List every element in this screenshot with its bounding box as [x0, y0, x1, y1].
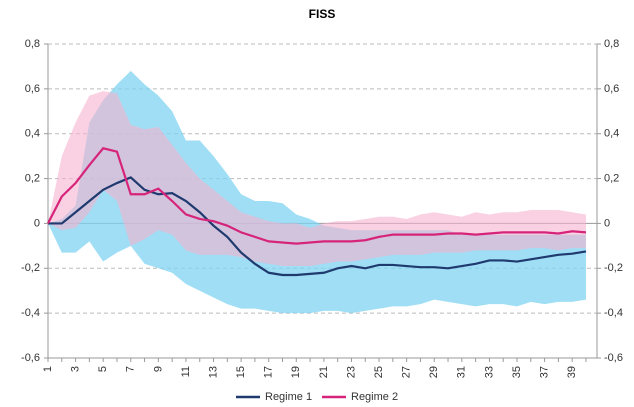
y-tick-label: 0,6	[25, 83, 40, 95]
y-tick-label: -0,4	[21, 307, 40, 319]
y2-tick-label: 0,2	[604, 172, 619, 184]
x-tick-label: 25	[373, 366, 385, 378]
x-tick-label: 19	[290, 366, 302, 378]
y-tick-label: 0	[34, 217, 40, 229]
y2-tick-label: 0,6	[604, 83, 619, 95]
legend-label: Regime 1	[265, 391, 312, 403]
series-line	[47, 147, 587, 245]
y-tick-label: 0,2	[25, 172, 40, 184]
x-tick-label: 27	[401, 366, 413, 378]
series-line	[48, 176, 587, 277]
x-tick-label: 33	[483, 366, 495, 378]
y2-tick-label: -0,4	[604, 307, 623, 319]
x-tick-label: 21	[318, 366, 330, 378]
x-tick-label: 11	[180, 366, 192, 377]
y2-tick-label: -0,2	[604, 262, 623, 274]
confidence-band	[48, 91, 586, 267]
x-tick-label: 15	[235, 366, 247, 378]
x-tick-label: 37	[538, 366, 550, 378]
x-tick-label: 1	[42, 366, 54, 372]
confidence-band	[48, 70, 586, 314]
x-tick-label: 13	[207, 366, 219, 378]
chart-title: FISS	[309, 7, 336, 21]
y2-tick-label: 0	[604, 217, 610, 229]
x-tick-label: 17	[263, 366, 275, 378]
legend-label: Regime 2	[351, 391, 398, 403]
x-tick-label: 31	[456, 366, 468, 378]
x-tick-label: 23	[345, 366, 357, 378]
y2-tick-label: -0,6	[604, 352, 623, 364]
y-tick-label: -0,6	[21, 352, 40, 364]
y2-tick-label: 0,4	[604, 128, 619, 140]
x-tick-label: 29	[428, 366, 440, 378]
x-tick-label: 3	[69, 366, 81, 372]
y2-tick-label: 0,8	[604, 38, 619, 50]
x-tick-label: 39	[566, 366, 578, 378]
y-tick-label: 0,8	[25, 38, 40, 50]
x-tick-label: 9	[152, 366, 164, 372]
x-tick-label: 7	[125, 366, 137, 372]
y-tick-label: -0,2	[21, 262, 40, 274]
x-tick-label: 35	[511, 366, 523, 378]
y-tick-label: 0,4	[25, 128, 40, 140]
x-tick-label: 5	[97, 366, 109, 372]
